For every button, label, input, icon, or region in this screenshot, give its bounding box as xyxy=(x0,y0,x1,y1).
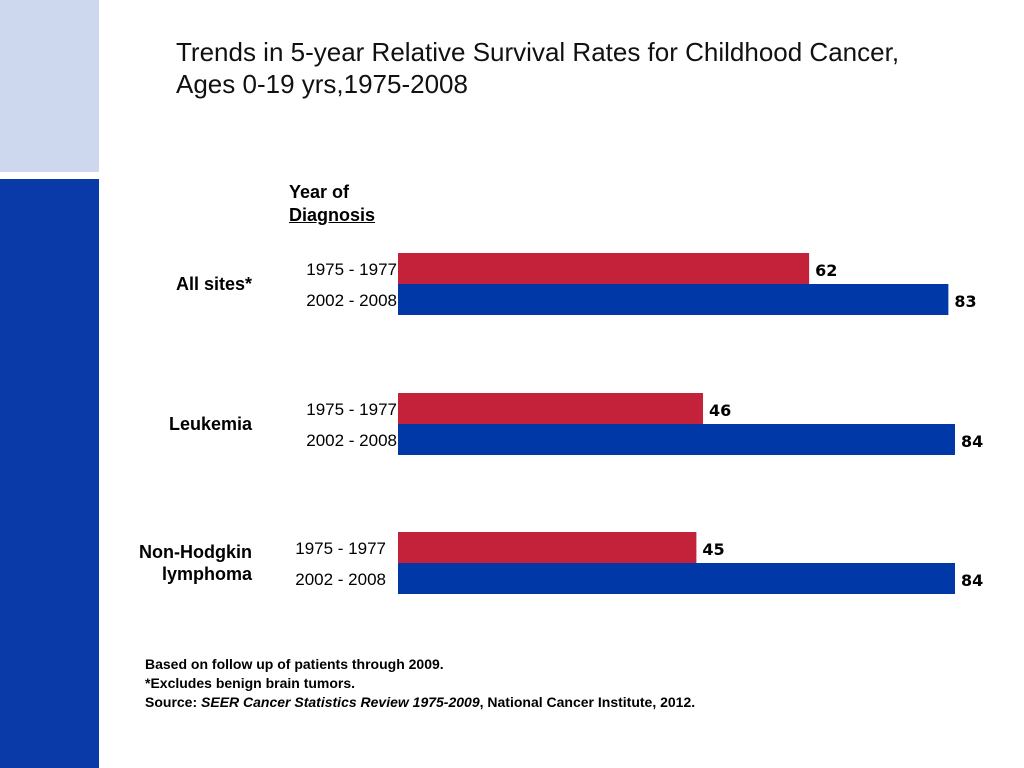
year-of-diagnosis-header: Year of Diagnosis xyxy=(289,181,375,227)
data-label: 46 xyxy=(709,401,731,420)
data-label: 45 xyxy=(702,540,724,559)
footnote-exclusion: *Excludes benign brain tumors. xyxy=(145,675,356,691)
footnote-source-suffix: , National Cancer Institute, 2012. xyxy=(479,694,696,710)
year-label: 1975 - 1977 xyxy=(306,260,397,279)
data-label: 62 xyxy=(815,261,837,280)
year-label: 2002 - 2008 xyxy=(306,431,397,450)
category-label: Non-Hodgkin xyxy=(139,542,252,562)
data-label: 84 xyxy=(961,571,983,590)
footnotes: Based on follow up of patients through 2… xyxy=(145,655,695,712)
year-of-diagnosis-line-2: Diagnosis xyxy=(289,205,376,225)
chart-title-line-1: Trends in 5-year Relative Survival Rates… xyxy=(176,37,900,67)
year-of-diagnosis-line-1: Year of xyxy=(289,182,350,202)
decorative-band-dark xyxy=(0,179,99,768)
category-label: All sites* xyxy=(176,274,252,294)
category-label: lymphoma xyxy=(162,564,253,584)
bar xyxy=(398,393,704,424)
data-label: 84 xyxy=(961,432,983,451)
bar xyxy=(398,253,810,284)
bar xyxy=(398,284,949,315)
decorative-band-light xyxy=(0,0,99,172)
chart-title-line-2: Ages 0-19 yrs,1975-2008 xyxy=(176,69,468,99)
footnote-source: Source: SEER Cancer Statistics Review 19… xyxy=(145,693,695,712)
category-label: Leukemia xyxy=(169,414,253,434)
year-label: 2002 - 2008 xyxy=(295,570,386,589)
year-label: 2002 - 2008 xyxy=(306,291,397,310)
footnote-source-prefix: Source: xyxy=(145,694,202,710)
data-label: 83 xyxy=(954,292,976,311)
year-label: 1975 - 1977 xyxy=(295,539,386,558)
footnote-followup: Based on follow up of patients through 2… xyxy=(145,656,444,672)
bar xyxy=(398,424,955,455)
footnote-source-title: SEER Cancer Statistics Review 1975-2009 xyxy=(201,694,480,710)
chart-title: Trends in 5-year Relative Survival Rates… xyxy=(176,36,996,100)
bar xyxy=(398,532,697,563)
bar xyxy=(398,563,955,594)
year-label: 1975 - 1977 xyxy=(306,400,397,419)
